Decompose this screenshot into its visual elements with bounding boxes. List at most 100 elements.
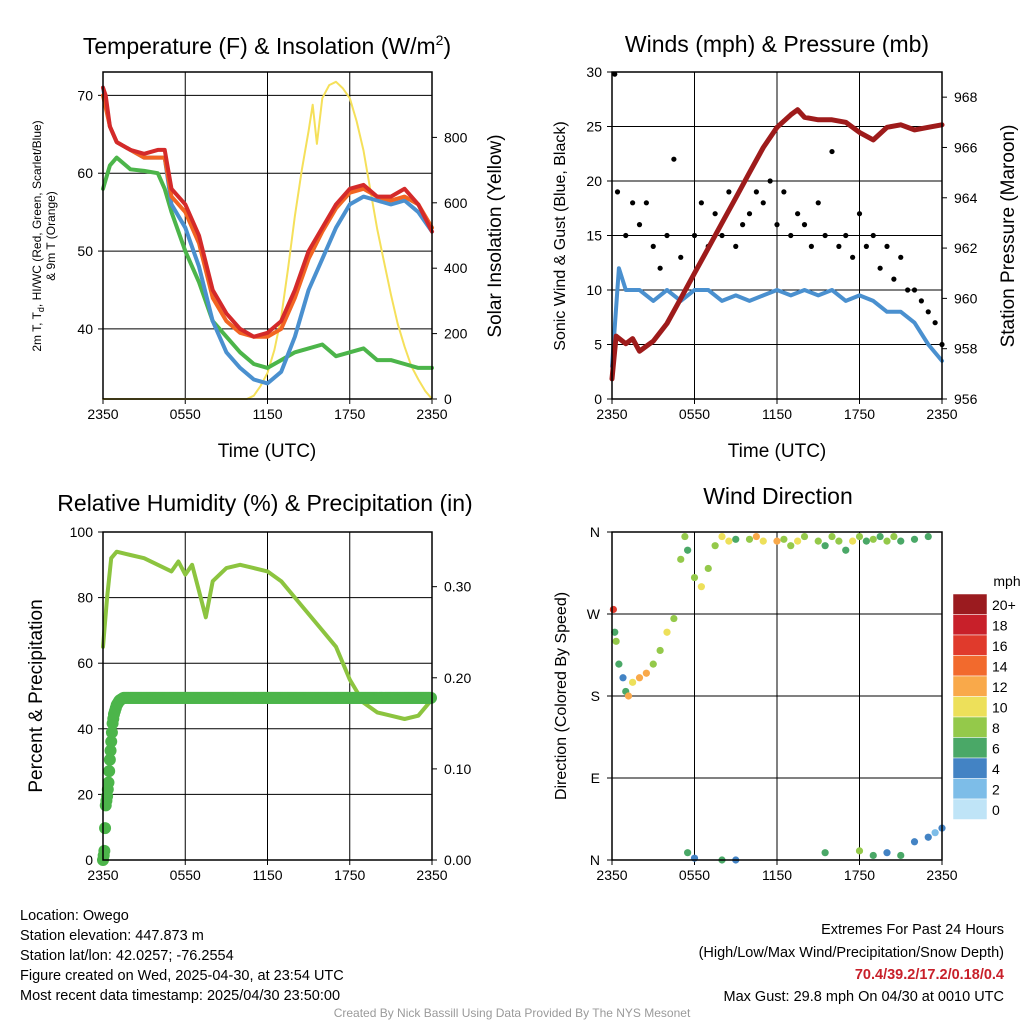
dir-ylabel-left: Direction (Colored By Speed) <box>553 592 570 800</box>
temp-title: Temperature (F) & Insolation (W/m2) <box>83 32 451 59</box>
temp-xtick-label-0: 2350 <box>87 406 118 422</box>
wind-gust-point-46 <box>932 320 938 326</box>
dir-title: Wind Direction <box>703 483 853 509</box>
dir-legend-label-10: 0 <box>992 802 1000 818</box>
dir-point-9 <box>642 669 650 677</box>
dir-point-13 <box>670 614 678 623</box>
dir-point-47 <box>684 849 692 857</box>
wind-y2tick-label-1: 958 <box>954 341 978 357</box>
dir-point-34 <box>828 532 836 541</box>
dir-xtick-label-4: 2350 <box>926 867 957 883</box>
wind-ytick-label-3: 15 <box>586 228 602 244</box>
wind-ytick-label-1: 5 <box>594 337 602 353</box>
wind-gust-point-41 <box>898 254 904 260</box>
dir-point-32 <box>814 537 822 545</box>
wind-gust-point-10 <box>678 254 684 260</box>
dir-point-35 <box>835 537 843 545</box>
info-created: Figure created on Wed, 2025-04-30, at 23… <box>20 968 344 984</box>
dir-point-28 <box>780 535 788 543</box>
rh-ylabel-left: Percent & Precipitation <box>26 599 47 792</box>
rh-xtick-label-2: 1150 <box>252 867 282 883</box>
wind-gust-point-36 <box>863 243 869 249</box>
wind-gust-point-19 <box>746 211 753 217</box>
temp-y2tick-label-3: 600 <box>444 195 468 211</box>
wind-gust-point-40 <box>891 276 897 282</box>
wind-gust-point-44 <box>918 298 924 304</box>
temp-title-sup: 2 <box>436 32 444 48</box>
wind-ylabel-right: Station Pressure (Maroon) <box>998 125 1019 348</box>
rh-frame <box>102 531 433 861</box>
credit-line: Created By Nick Bassill Using Data Provi… <box>333 1006 691 1020</box>
rh-ytick-label-1: 20 <box>77 786 93 802</box>
wind-gust-point-12 <box>698 200 704 206</box>
dir-point-22 <box>725 537 733 545</box>
rh-precip-point-13 <box>105 726 118 739</box>
temp-y2tick-label-1: 200 <box>444 326 468 342</box>
dir-legend-label-0: 20+ <box>992 597 1016 613</box>
rh-precip-point-11 <box>104 744 117 757</box>
dir-point-17 <box>690 573 699 582</box>
dir-point-37 <box>849 537 857 545</box>
wind-gust-point-24 <box>781 189 787 195</box>
dir-point-0 <box>609 605 617 614</box>
wind-gust-point-22 <box>767 178 773 184</box>
wind-gust-point-28 <box>808 243 814 249</box>
temp-frame <box>102 71 433 400</box>
dir-point-23 <box>732 535 740 543</box>
dir-legend-label-4: 12 <box>992 679 1008 695</box>
rh-y2tick-label-2: 0.20 <box>444 670 471 686</box>
dir-point-36 <box>842 546 850 554</box>
wind-gust-point-34 <box>850 254 856 260</box>
wind-y2tick-label-5: 966 <box>954 139 978 155</box>
dir-ytick-label-3: W <box>587 606 601 622</box>
dir-point-43 <box>890 532 898 541</box>
dir-point-42 <box>883 537 891 545</box>
temp-xtick-label-4: 2350 <box>416 406 447 422</box>
wind-gust-point-2 <box>623 232 629 239</box>
dir-point-56 <box>910 838 919 846</box>
dir-legend-label-3: 14 <box>992 659 1008 675</box>
dir-point-8 <box>635 674 644 682</box>
dir-point-21 <box>718 532 726 541</box>
dir-legend-swatch-1 <box>952 614 988 636</box>
wind-frame <box>611 71 943 400</box>
temp-ylabel-line2: & 9m T (Orange) <box>44 191 58 281</box>
extremes-values: 70.4/39.2/17.2/0.18/0.4 <box>854 967 1004 983</box>
wind-ytick-label-6: 30 <box>586 64 602 80</box>
wind-xlabel: Time (UTC) <box>728 441 827 462</box>
dir-point-45 <box>910 535 919 543</box>
dir-point-38 <box>855 532 864 541</box>
rh-ytick-label-2: 40 <box>77 721 93 737</box>
dir-point-41 <box>876 532 884 541</box>
rh-precip-point-10 <box>103 753 116 766</box>
wind-xtick-label-3: 1750 <box>844 406 875 422</box>
temp-y2tick-label-2: 400 <box>444 260 468 276</box>
wind-gust-point-39 <box>884 243 890 249</box>
wind-gust-point-30 <box>822 232 828 239</box>
dir-point-29 <box>787 542 795 550</box>
wind-gust-point-21 <box>760 200 766 206</box>
dir-point-55 <box>897 851 905 860</box>
dir-legend-unit: mph <box>993 573 1020 589</box>
dir-point-2 <box>612 637 620 645</box>
dir-point-1 <box>611 628 619 636</box>
wind-gust-point-43 <box>911 287 918 293</box>
dir-point-54 <box>883 849 891 857</box>
dir-point-26 <box>759 537 767 545</box>
wind-gust-point-14 <box>712 211 718 217</box>
wind-y2tick-label-3: 962 <box>954 240 978 256</box>
rh-precip-point-9 <box>103 765 116 778</box>
wind-ylabel-left: Sonic Wind & Gust (Blue, Black) <box>552 121 569 350</box>
dir-frame <box>611 531 943 861</box>
dir-point-14 <box>677 555 685 563</box>
dir-legend-label-9: 2 <box>992 782 1000 798</box>
temp-xtick-label-2: 1150 <box>252 406 282 422</box>
extremes-subtitle: (High/Low/Max Wind/Precipitation/Snow De… <box>698 945 1004 961</box>
rh-precip-point-3 <box>99 822 112 835</box>
wind-gust-point-11 <box>691 232 698 239</box>
dir-point-3 <box>615 660 623 668</box>
wind-gust-point-42 <box>905 287 911 293</box>
wind-gust-point-31 <box>829 148 835 155</box>
extremes-title: Extremes For Past 24 Hours <box>821 922 1004 938</box>
temp-2m-line <box>101 85 434 339</box>
